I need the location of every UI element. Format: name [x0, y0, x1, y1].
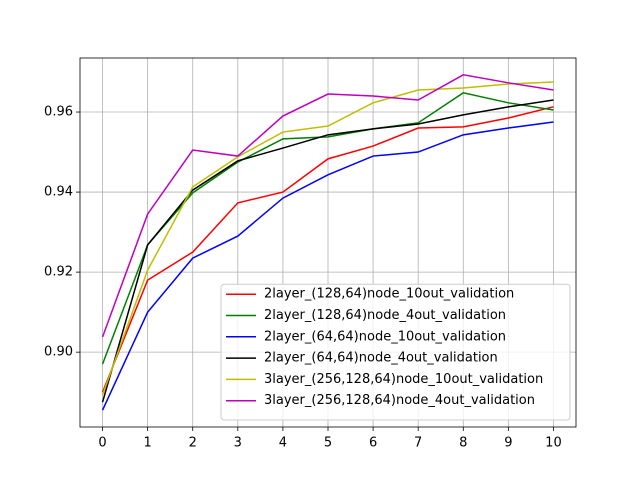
y-tick-label: 0.92	[44, 265, 73, 280]
x-tick-label: 2	[189, 436, 197, 451]
axes-frame	[79, 57, 577, 428]
x-tick-label: 0	[98, 436, 106, 451]
y-tick-label: 0.94	[44, 185, 73, 200]
legend-label: 2layer_(64,64)node_4out_validation	[264, 351, 498, 366]
y-tick-label: 0.90	[44, 345, 73, 360]
legend-label: 2layer_(128,64)node_4out_validation	[264, 308, 506, 323]
legend-box	[220, 283, 571, 421]
legend-label: 2layer_(128,64)node_10out_validation	[264, 287, 514, 302]
series-line	[101, 92, 554, 365]
series-line	[101, 121, 554, 411]
x-tick-label: 5	[324, 436, 332, 451]
legend-label: 3layer_(256,128,64)node_4out_validation	[264, 393, 535, 408]
x-tick-label: 8	[459, 436, 467, 451]
legend-label: 3layer_(256,128,64)node_10out_validation	[264, 372, 543, 387]
series-line	[101, 81, 554, 396]
x-tick-label: 10	[545, 436, 562, 451]
series-line	[101, 74, 554, 338]
series-line	[101, 99, 554, 403]
x-tick-label: 9	[504, 436, 512, 451]
x-tick-label: 4	[279, 436, 287, 451]
legend-label: 2layer_(64,64)node_10out_validation	[264, 329, 506, 344]
y-tick-label: 0.96	[44, 105, 73, 120]
x-tick-label: 1	[143, 436, 151, 451]
x-tick-label: 3	[234, 436, 242, 451]
series-line	[101, 106, 554, 393]
x-tick-label: 7	[414, 436, 422, 451]
x-tick-label: 6	[369, 436, 377, 451]
